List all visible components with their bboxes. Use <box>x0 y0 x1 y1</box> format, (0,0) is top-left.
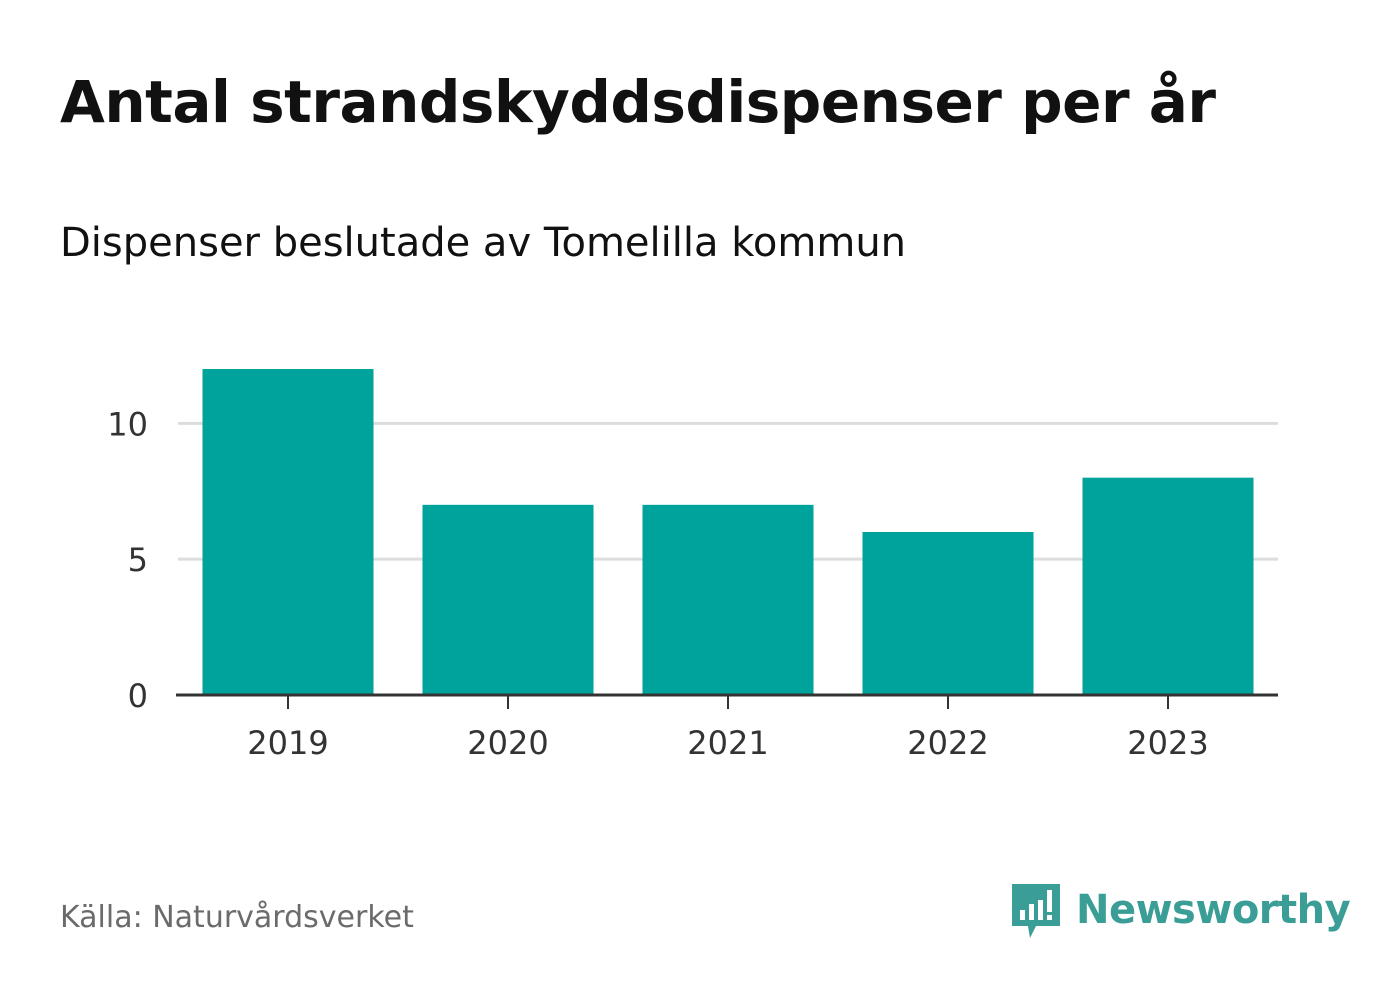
source-note: Källa: Naturvårdsverket <box>60 900 414 935</box>
newsworthy-logo-icon <box>1012 884 1060 938</box>
chart-title: Antal strandskyddsdispenser per år <box>60 68 1216 136</box>
x-tick-label: 2021 <box>687 724 768 762</box>
chart-subtitle: Dispenser beslutade av Tomelilla kommun <box>60 220 907 266</box>
bar-2020 <box>422 504 594 695</box>
y-tick-label: 10 <box>107 405 148 443</box>
x-tick-label: 2022 <box>907 724 988 762</box>
x-tick-label: 2020 <box>467 724 548 762</box>
brand-logo: Newsworthy <box>1010 878 1351 942</box>
y-tick-label: 0 <box>128 677 148 715</box>
bar-2022 <box>862 532 1034 695</box>
x-tick-label: 2023 <box>1127 724 1208 762</box>
y-tick-label: 5 <box>128 541 148 579</box>
brand-name: Newsworthy <box>1076 887 1351 933</box>
bar-2019 <box>202 369 374 695</box>
bar-2021 <box>642 504 814 695</box>
x-tick-label: 2019 <box>247 724 328 762</box>
bar-2023 <box>1082 477 1254 695</box>
